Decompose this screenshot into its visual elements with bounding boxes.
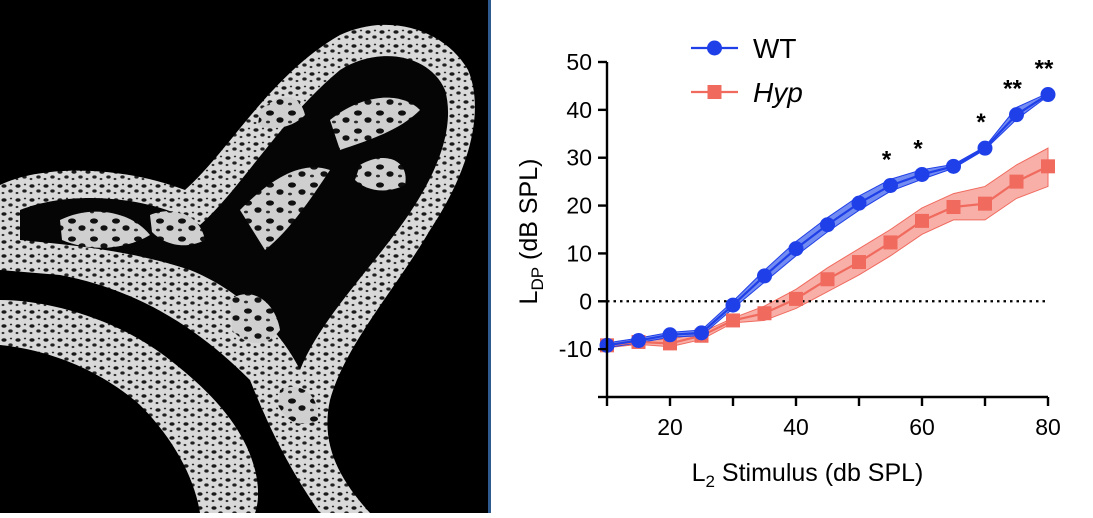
data-point-wt: [851, 195, 867, 211]
data-point-hyp: [789, 291, 803, 306]
data-point-wt: [788, 241, 804, 257]
data-point-hyp: [852, 255, 866, 270]
data-point-wt: [757, 268, 772, 284]
data-point-hyp: [946, 200, 961, 215]
band-hyp: [606, 147, 1049, 349]
microct-bone-rendering: [0, 24, 475, 513]
significance-annotations: * ******: [882, 56, 1054, 174]
x-tick-label: 20: [657, 414, 683, 440]
y-tick-label: 30: [566, 145, 592, 171]
y-tick-label: 50: [566, 49, 592, 75]
series-markers: [599, 87, 1056, 353]
data-point-hyp: [883, 235, 898, 250]
chart-panel: -10 0 10 20 30 40 50 20 40 60 80 * * * ** ** LDP (dB …: [491, 0, 1093, 513]
data-point-wt: [883, 177, 898, 193]
significance-marker: *: [913, 135, 923, 162]
y-ticks: -10 0 10 20 30 40 50: [559, 49, 607, 399]
trabecula: [150, 211, 205, 246]
y-tick-label: -10: [559, 336, 592, 362]
trabecula: [240, 167, 330, 250]
trabecula: [258, 97, 305, 128]
x-ticks: 20 40 60 80: [605, 397, 1061, 440]
panel-divider: [488, 0, 491, 513]
significance-marker: *: [882, 146, 892, 173]
trabecula: [278, 386, 319, 425]
x-axis-label-subscript: 2: [706, 472, 715, 491]
significance-marker: *: [976, 109, 986, 136]
data-point-wt: [631, 333, 646, 349]
trabecula: [330, 97, 420, 150]
trabecula: [355, 157, 406, 191]
legend: WT Hyp: [691, 33, 803, 108]
data-point-wt: [1040, 87, 1056, 103]
data-point-hyp: [820, 272, 835, 287]
y-tick-label: 0: [579, 288, 592, 314]
microct-image-panel: [0, 0, 488, 513]
legend-label-wt: WT: [753, 33, 797, 64]
legend-marker-hyp: [707, 85, 722, 99]
legend-marker-wt: [707, 40, 722, 56]
data-point-wt: [914, 166, 930, 182]
data-point-hyp: [757, 306, 772, 321]
data-point-hyp: [915, 213, 929, 228]
y-tick-label: 20: [566, 193, 592, 219]
data-point-wt: [946, 158, 961, 174]
data-point-wt: [694, 325, 709, 341]
axes: [605, 62, 1048, 399]
y-axis-label: LDP (dB SPL): [515, 159, 547, 305]
x-tick-label: 80: [1035, 414, 1061, 440]
trabecula: [60, 211, 150, 248]
x-tick-label: 60: [909, 414, 935, 440]
x-axis-label: L2 Stimulus (db SPL): [692, 459, 924, 491]
significance-marker: **: [1003, 76, 1022, 103]
x-tick-label: 40: [783, 414, 809, 440]
data-point-wt: [820, 217, 835, 233]
data-point-wt: [662, 327, 678, 343]
significance-marker: **: [1035, 56, 1054, 83]
data-point-hyp: [726, 313, 740, 328]
trabecula: [230, 294, 280, 344]
data-point-wt: [1009, 107, 1024, 123]
legend-label-hyp: Hyp: [753, 77, 803, 108]
data-point-hyp: [978, 196, 992, 211]
data-point-wt: [977, 140, 993, 156]
data-point-hyp: [1009, 174, 1024, 189]
y-axis-label-subscript: DP: [528, 267, 547, 291]
y-tick-label: 10: [566, 240, 592, 266]
y-tick-label: 40: [566, 97, 592, 123]
data-point-wt: [725, 297, 741, 313]
data-point-hyp: [1041, 159, 1055, 174]
bone-shaft: [0, 300, 259, 513]
